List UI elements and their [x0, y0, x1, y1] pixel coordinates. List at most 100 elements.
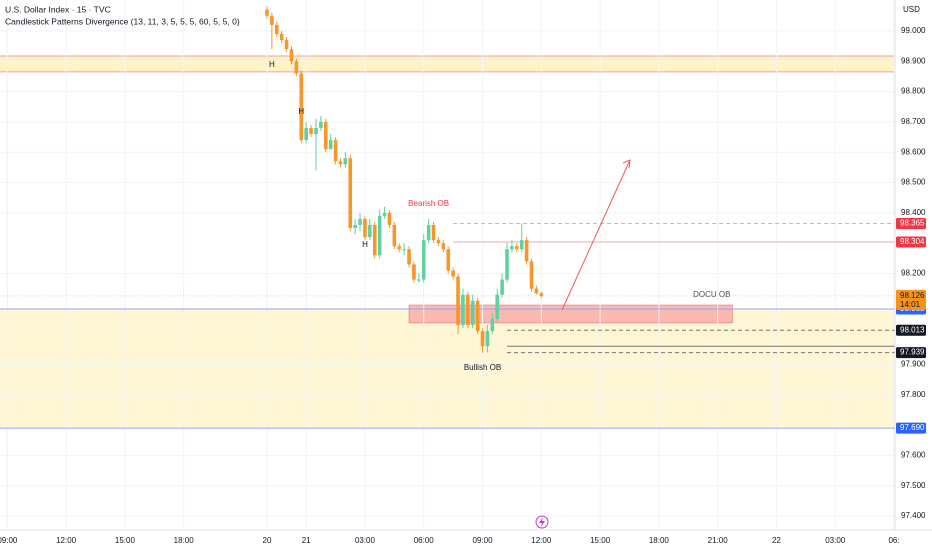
candle-body [500, 279, 504, 295]
candle-body [328, 140, 333, 150]
candle-body [519, 240, 524, 250]
x-tick-label: 15:00 [590, 536, 611, 545]
last-price-label: 98.126 [900, 291, 925, 300]
price-tag [896, 236, 926, 248]
candle-body [397, 246, 402, 250]
x-tick-label: 18:00 [649, 536, 670, 545]
x-tick-label: 03:00 [355, 536, 376, 545]
candle-body [363, 218, 367, 238]
x-tick-label: 21:00 [708, 536, 729, 545]
candle-body [402, 249, 406, 251]
x-tick-label: 03:00 [825, 536, 846, 545]
candle-body [284, 40, 289, 50]
x-tick-label: 15:00 [115, 536, 136, 545]
candle-body [319, 121, 323, 128]
candle-body [353, 224, 357, 229]
price-tag-label: 98.304 [900, 237, 925, 246]
chart-title: U.S. Dollar Index · 15 · TVC [5, 4, 111, 14]
event-icon[interactable] [535, 515, 549, 529]
candle-body [529, 261, 534, 289]
axes: 99.000 98.900 98.800 98.700 98.600 98.500 98.4… [0, 26, 926, 545]
candle-body [309, 127, 313, 135]
x-tick-label: 06:00 [414, 536, 435, 545]
x-tick-label: 09:00 [473, 536, 494, 545]
y-tick-label: 98.600 [901, 147, 926, 156]
candle-body [495, 294, 500, 319]
candle-body [505, 249, 509, 280]
x-tick-label: 18:00 [174, 536, 195, 545]
candle-body [333, 140, 338, 162]
candle-body [274, 24, 279, 34]
price-tag [896, 422, 926, 434]
y-tick-label: 98.900 [901, 56, 926, 65]
candle-body [279, 33, 284, 41]
y-tick-label: 97.400 [901, 511, 926, 520]
y-tick-label: 98.400 [901, 208, 926, 217]
candle-body [417, 279, 421, 281]
y-tick-label: 98.200 [901, 269, 926, 278]
x-tick-label: 22 [772, 536, 781, 545]
candle-body [515, 246, 519, 250]
candle-body [446, 249, 451, 271]
candle-body [421, 240, 426, 280]
candle-body [436, 240, 441, 244]
y-tick-label: 97.600 [901, 451, 926, 460]
price-tag-label: 97.939 [900, 348, 925, 357]
annotation: H [298, 107, 304, 116]
zone [0, 55, 895, 72]
candles [265, 6, 544, 353]
candle-body [338, 161, 343, 165]
candle-body [392, 224, 397, 247]
candle-body [485, 331, 490, 347]
y-tick-label: 97.500 [901, 481, 926, 490]
candle-body [480, 331, 485, 347]
price-tag [896, 324, 926, 336]
candle-body [343, 158, 348, 165]
candle-body [524, 240, 529, 262]
candle-body [382, 212, 387, 216]
x-tick-label: 12:00 [56, 536, 77, 545]
candle-body [461, 294, 465, 326]
price-tag [896, 347, 926, 359]
candle-body [456, 276, 460, 326]
price-tag-label: 97.690 [900, 423, 925, 432]
zone [0, 308, 895, 429]
currency: USD [903, 5, 920, 14]
candle-body [441, 243, 446, 250]
countdown: 14:01 [900, 300, 921, 309]
candle-body [510, 246, 514, 250]
candle-body [294, 61, 299, 74]
annotation: H [362, 240, 368, 249]
y-tick-label: 97.900 [901, 360, 926, 369]
candle-body [372, 224, 377, 256]
y-tick-label: 98.700 [901, 117, 926, 126]
candle-body [466, 294, 470, 326]
y-tick-label: 99.000 [901, 26, 926, 35]
candle-body [377, 215, 382, 256]
candle-body [368, 224, 372, 238]
zones [0, 55, 895, 429]
annotation: Bullish OB [464, 363, 501, 372]
x-tick-label: 20 [263, 536, 272, 545]
y-tick-label: 98.800 [901, 87, 926, 96]
event-bolt [539, 517, 545, 527]
x-tick-label: 21 [302, 536, 311, 545]
x-tick-label: 12:00 [531, 536, 552, 545]
price-tag [896, 217, 926, 229]
annotation: DOCU OB [693, 290, 730, 299]
price-tag-label: 98.013 [900, 325, 925, 334]
candle-body [289, 49, 294, 62]
candle-body [490, 318, 495, 332]
annotation: Bearish OB [408, 199, 449, 208]
candle-body [348, 158, 353, 229]
candle-body [387, 212, 392, 225]
projection-arrow [561, 159, 631, 311]
candle-body [470, 300, 475, 326]
x-tick-label: 09:00 [0, 536, 18, 545]
candle-body [358, 218, 362, 225]
candle-body [323, 121, 328, 150]
candle-body [475, 300, 480, 332]
indicator-name: Candlestick Patterns Divergence (13, 11,… [5, 16, 240, 26]
candle-body [534, 288, 539, 294]
